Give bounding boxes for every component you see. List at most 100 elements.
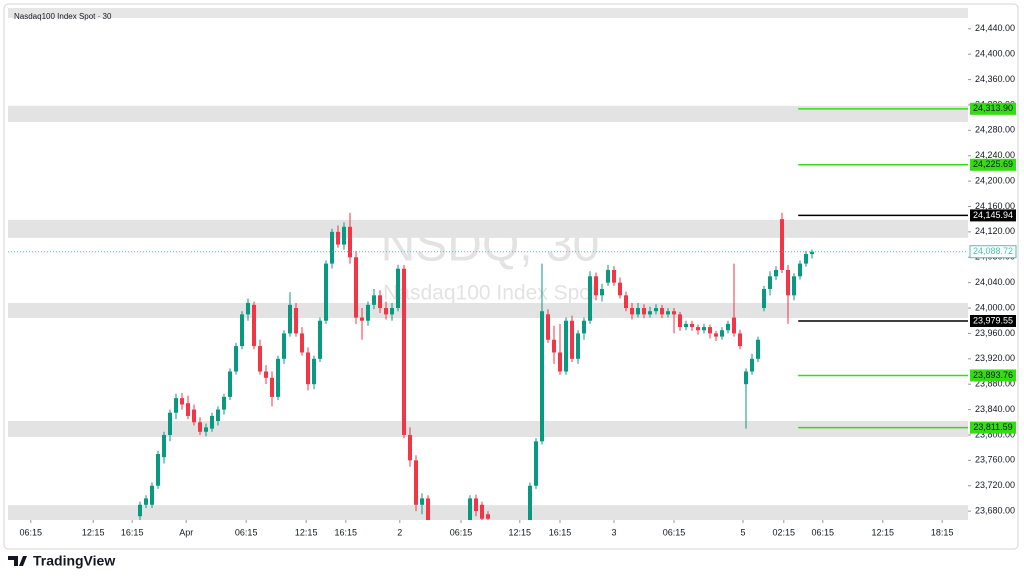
candle-body: [288, 304, 292, 334]
candle-body: [804, 254, 808, 264]
candle-body: [792, 276, 796, 296]
y-tick-label: 24,200.00: [975, 175, 1015, 185]
candle-body: [330, 231, 334, 264]
candle-body: [576, 333, 580, 359]
candle-body: [528, 485, 532, 520]
candle-body: [300, 333, 304, 353]
candle-body: [264, 371, 268, 378]
candle-body: [564, 320, 568, 372]
candle-body: [294, 308, 298, 334]
candle-body: [738, 333, 742, 347]
candle-body: [780, 219, 784, 270]
candle-body: [606, 269, 610, 283]
x-tick-label: 16:15: [549, 527, 572, 537]
candle-body: [696, 327, 700, 331]
candle-body: [210, 415, 214, 429]
y-tick-label: 24,120.00: [975, 226, 1015, 236]
candle-body: [570, 320, 574, 359]
candle-body: [534, 441, 538, 486]
candle-body: [684, 323, 688, 328]
level-label-box: [970, 421, 1016, 434]
y-tick-label: 24,360.00: [975, 74, 1015, 84]
candle-body: [810, 251, 814, 255]
y-tick-label: 24,160.00: [975, 201, 1015, 211]
candle-body: [600, 288, 604, 296]
level-label-box: [970, 158, 1016, 171]
candle-body: [156, 453, 160, 486]
level-label: 23,979.55: [973, 315, 1013, 325]
x-tick-label: 02:15: [773, 527, 796, 537]
x-tick-label: 2: [397, 527, 402, 537]
zones: [8, 105, 968, 520]
x-tick-label: 06:15: [450, 527, 473, 537]
candle-body: [234, 346, 238, 372]
y-tick-label: 24,040.00: [975, 277, 1015, 287]
candle-body: [630, 308, 634, 315]
candle-body: [636, 308, 640, 315]
candle-body: [546, 314, 550, 340]
zone: [8, 420, 968, 438]
candle-body: [204, 427, 208, 432]
candle-body: [354, 257, 358, 318]
candle-body: [384, 308, 388, 315]
x-tick-label: 5: [740, 527, 745, 537]
level-label-box: [970, 315, 1016, 328]
candle-body: [468, 498, 472, 520]
candle-body: [366, 304, 370, 321]
candle-body: [306, 352, 310, 385]
candle-body: [258, 346, 262, 372]
candle-body: [624, 295, 628, 309]
candle-body: [378, 295, 382, 309]
x-tick-label: 06:15: [812, 527, 835, 537]
x-tick-label: 18:15: [931, 527, 954, 537]
candle-body: [228, 371, 232, 397]
candle-body: [588, 276, 592, 321]
candle-body: [714, 333, 718, 337]
candle-body: [750, 358, 754, 372]
x-tick-label: 12:15: [872, 527, 895, 537]
candle-body: [324, 263, 328, 321]
candle-body: [672, 311, 676, 315]
zone: [8, 219, 968, 238]
x-tick-label: 06:15: [235, 527, 258, 537]
candle-body: [648, 311, 652, 315]
candle-body: [252, 304, 256, 347]
candle-body: [246, 302, 250, 315]
candle-body: [186, 403, 190, 416]
y-tick-label: 23,800.00: [975, 429, 1015, 439]
y-tick-label: 24,240.00: [975, 150, 1015, 160]
candle-body: [744, 371, 748, 385]
level-label: 23,893.76: [973, 370, 1013, 380]
level-label: 24,225.69: [973, 159, 1013, 169]
candles: [138, 212, 814, 520]
candle-body: [372, 295, 376, 305]
watermark: NSDQ, 30: [381, 219, 600, 272]
candle-body: [756, 339, 760, 359]
candle-body: [414, 460, 418, 505]
candle-body: [762, 288, 766, 309]
candle-body: [774, 269, 778, 277]
candle-body: [240, 314, 244, 347]
y-tick-label: 24,400.00: [975, 49, 1015, 59]
candle-body: [666, 311, 670, 315]
candle-body: [282, 333, 286, 359]
x-tick-label: 12:15: [82, 527, 105, 537]
candle-body: [582, 320, 586, 334]
candle-body: [480, 504, 484, 519]
zone: [8, 302, 968, 318]
y-tick-label: 24,280.00: [975, 125, 1015, 135]
frame: [3, 3, 1019, 550]
candle-body: [192, 409, 196, 423]
level-label: 24,313.90: [973, 103, 1013, 113]
candle-body: [708, 327, 712, 334]
candle-body: [216, 409, 220, 421]
candle-body: [396, 268, 400, 309]
candle-body: [180, 398, 184, 405]
level-label-box: [970, 102, 1016, 115]
candle-body: [138, 504, 142, 517]
zone: [8, 105, 968, 123]
brand-logo: [8, 556, 27, 566]
candle-body: [408, 434, 412, 461]
candle-body: [348, 226, 352, 258]
